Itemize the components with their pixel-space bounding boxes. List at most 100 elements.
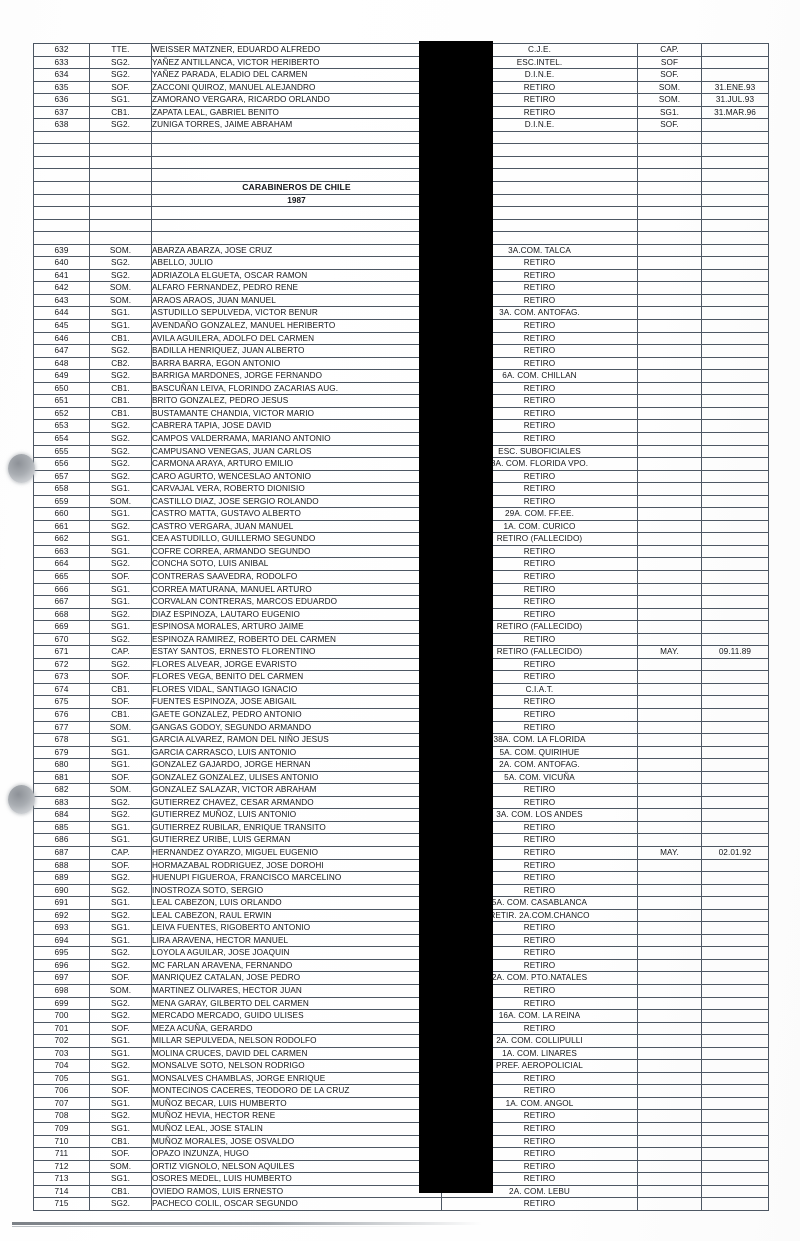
cell-date bbox=[701, 820, 769, 835]
cell-retirement-rank bbox=[637, 444, 702, 459]
cell-date: 31.ENE.93 bbox=[701, 80, 769, 95]
cell-grade: SG2. bbox=[89, 1197, 152, 1211]
cell-name: CARMONA ARAYA, ARTURO EMILIO bbox=[151, 457, 442, 471]
cell-number: 637 bbox=[33, 105, 90, 120]
table-row-blank bbox=[33, 130, 769, 145]
cell-name: GUTIERREZ MUÑOZ, LUIS ANTONIO bbox=[151, 808, 442, 822]
cell-date bbox=[701, 431, 769, 446]
table-row-blank bbox=[33, 206, 769, 220]
table-row: 664 SG2. CONCHA SOTO, LUIS ANIBAL RETIRO bbox=[33, 557, 769, 571]
cell-grade: SG2. bbox=[89, 808, 152, 822]
cell-name: ORTIZ VIGNOLO, NELSON AQUILES bbox=[151, 1159, 442, 1174]
table-row: 635 SOF. ZACCONI QUIROZ, MANUEL ALEJANDRO R… bbox=[33, 80, 769, 95]
cell-number: 642 bbox=[33, 281, 90, 295]
cell-retirement-rank bbox=[637, 695, 702, 709]
cell-number: 708 bbox=[33, 1109, 90, 1124]
cell-date bbox=[701, 620, 769, 634]
table-row: 655 SG2. CAMPUSANO VENEGAS, JUAN CARLOS ESC… bbox=[33, 444, 769, 459]
table-row: 643 SOM. ARAOS ARAOS, JUAN MANUEL RETIRO bbox=[33, 293, 769, 308]
cell-grade: SOM. bbox=[89, 720, 152, 735]
cell-number bbox=[33, 155, 90, 170]
cell-date bbox=[701, 243, 769, 258]
cell-date bbox=[701, 946, 769, 960]
cell-name: PACHECO COLIL, OSCAR SEGUNDO bbox=[151, 1197, 442, 1211]
cell-name: ZAPATA LEAL, GABRIEL BENITO bbox=[151, 105, 442, 120]
cell-name: CEA ASTUDILLO, GUILLERMO SEGUNDO bbox=[151, 532, 442, 546]
cell-grade: SG1. bbox=[89, 820, 152, 835]
cell-name: ZACCONI QUIROZ, MANUEL ALEJANDRO bbox=[151, 80, 442, 95]
cell-number: 684 bbox=[33, 808, 90, 822]
cell-number: 649 bbox=[33, 369, 90, 383]
cell-number: 636 bbox=[33, 93, 90, 107]
cell-number: 657 bbox=[33, 469, 90, 484]
cell-name: MEZA ACUÑA, GERARDO bbox=[151, 1021, 442, 1036]
table-row: 704 SG2. MONSALVE SOTO, NELSON RODRIGO PREF… bbox=[33, 1059, 769, 1073]
cell-retirement-rank bbox=[637, 206, 702, 220]
cell-grade: CB1. bbox=[89, 682, 152, 697]
cell-date bbox=[701, 1071, 769, 1086]
table-row: 687 CAP. HERNANDEZ OYARZO, MIGUEL EUGENIO R… bbox=[33, 846, 769, 860]
cell-grade: SG2. bbox=[89, 419, 152, 433]
cell-date bbox=[701, 984, 769, 998]
table-row: 667 SG1. CORVALAN CONTRERAS, MARCOS EDUARD… bbox=[33, 595, 769, 609]
cell-retirement-rank bbox=[637, 1122, 702, 1136]
cell-retirement-rank bbox=[637, 457, 702, 471]
cell-date bbox=[701, 1046, 769, 1061]
table-row: 649 SG2. BARRIGA MARDONES, JORGE FERNANDO 6… bbox=[33, 369, 769, 383]
cell-retirement-rank bbox=[637, 745, 702, 760]
table-row: 693 SG1. LEIVA FUENTES, RIGOBERTO ANTONIO R… bbox=[33, 921, 769, 935]
table-row: 648 CB2. BARRA BARRA, EGON ANTONIO RETIRO bbox=[33, 356, 769, 371]
table-row: 632 TTE. WEISSER MATZNER, EDUARDO ALFREDO C… bbox=[33, 43, 769, 57]
cell-number: 671 bbox=[33, 645, 90, 659]
cell-number: 673 bbox=[33, 670, 90, 684]
cell-name: OSORES MEDEL, LUIS HUMBERTO bbox=[151, 1172, 442, 1186]
cell-retirement-rank bbox=[637, 607, 702, 622]
cell-date bbox=[701, 657, 769, 672]
cell-number: 698 bbox=[33, 984, 90, 998]
cell-retirement-rank bbox=[637, 808, 702, 822]
cell-grade: SG2. bbox=[89, 946, 152, 960]
cell-retirement-rank bbox=[637, 1084, 702, 1098]
cell-number: 691 bbox=[33, 896, 90, 910]
cell-number bbox=[33, 168, 90, 182]
cell-retirement-rank bbox=[637, 218, 702, 233]
cell-date bbox=[701, 1197, 769, 1211]
cell-number: 639 bbox=[33, 243, 90, 258]
cell-grade: SOF. bbox=[89, 858, 152, 873]
cell-retirement-rank bbox=[637, 708, 702, 722]
cell-retirement-rank bbox=[637, 519, 702, 534]
cell-date bbox=[701, 155, 769, 170]
cell-number: 662 bbox=[33, 532, 90, 546]
cell-retirement-rank bbox=[637, 908, 702, 923]
cell-retirement-rank bbox=[637, 1059, 702, 1073]
cell-retirement-rank bbox=[637, 871, 702, 885]
table-row: 683 SG2. GUTIERREZ CHAVEZ, CESAR ARMANDO RE… bbox=[33, 795, 769, 810]
cell-date: 31.MAR.96 bbox=[701, 105, 769, 120]
cell-name: GAETE GONZALEZ, PEDRO ANTONIO bbox=[151, 708, 442, 722]
cell-retirement-rank bbox=[637, 281, 702, 295]
cell-retirement-rank bbox=[637, 293, 702, 308]
cell-date bbox=[701, 695, 769, 709]
cell-name: GONZALEZ GONZALEZ, ULISES ANTONIO bbox=[151, 770, 442, 785]
table-row: 672 SG2. FLORES ALVEAR, JORGE EVARISTO RETI… bbox=[33, 657, 769, 672]
registry-table-body: 632 TTE. WEISSER MATZNER, EDUARDO ALFREDO C… bbox=[33, 43, 769, 1211]
cell-name: CAMPUSANO VENEGAS, JUAN CARLOS bbox=[151, 444, 442, 459]
cell-date bbox=[701, 1184, 769, 1199]
registry-table: 632 TTE. WEISSER MATZNER, EDUARDO ALFREDO C… bbox=[33, 43, 769, 1211]
cell-grade: SG2. bbox=[89, 118, 152, 132]
cell-retirement-rank bbox=[637, 620, 702, 634]
cell-name: ESPINOZA RAMIREZ, ROBERTO DEL CARMEN bbox=[151, 632, 442, 647]
cell-retirement-rank bbox=[637, 946, 702, 960]
cell-grade: SG1. bbox=[89, 620, 152, 634]
table-row: 685 SG1. GUTIERREZ RUBILAR, ENRIQUE TRANSI… bbox=[33, 820, 769, 835]
cell-grade: SG2. bbox=[89, 55, 152, 70]
cell-retirement-rank bbox=[637, 319, 702, 333]
cell-number: 690 bbox=[33, 883, 90, 898]
cell-date bbox=[701, 419, 769, 433]
cell-retirement-rank bbox=[637, 469, 702, 484]
table-row: 636 SG1. ZAMORANO VERGARA, RICARDO ORLANDO… bbox=[33, 93, 769, 107]
cell-grade: SG2. bbox=[89, 795, 152, 810]
table-row: 692 SG2. LEAL CABEZON, RAUL ERWIN RETIR. 2A… bbox=[33, 908, 769, 923]
cell-name: YAÑEZ PARADA, ELADIO DEL CARMEN bbox=[151, 68, 442, 82]
cell-number: 660 bbox=[33, 507, 90, 521]
